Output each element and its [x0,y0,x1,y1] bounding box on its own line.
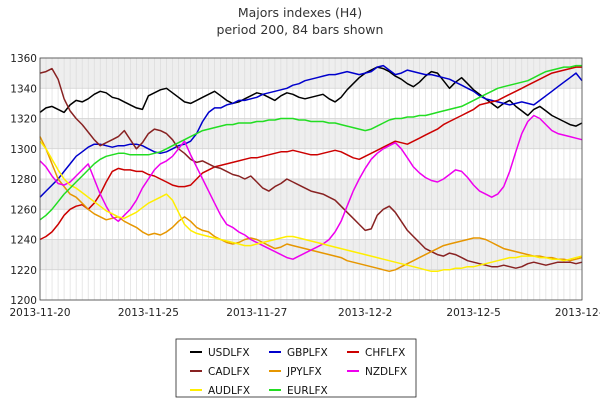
chart-subtitle: period 200, 84 bars shown [217,22,384,37]
axes: 1200 1220 1240 1260 1280 1300 1320 1340 1360 2013… [9,53,600,319]
series-line-cadlfx [39,67,583,269]
y-tick-label: 1340 [10,83,37,95]
series-line-audlfx [39,140,583,273]
legend-label-chflfx: CHFLFX [365,347,405,359]
plot-frame [39,57,583,301]
chart-title: Majors indexes (H4) [238,5,362,20]
legend-box [175,338,417,398]
y-tick-label: 1260 [10,204,37,216]
legend-label-eurlfx: EURLFX [287,385,328,397]
y-tick-label: 1320 [10,114,37,126]
y-tick-label: 1360 [10,53,37,65]
legend-label-usdlfx: USDLFX [208,347,250,359]
y-tick-label: 1280 [10,174,37,186]
series-line-nzdlfx [39,114,583,260]
series-line-usdlfx [39,66,583,127]
x-tick-label: 2013-12-9 [555,307,600,319]
x-tick-label: 2013-12-2 [338,307,392,319]
series-lines [39,64,583,273]
y-tick-label: 1200 [10,295,37,307]
y-tick-label: 1240 [10,235,37,247]
legend-label-gbplfx: GBPLFX [287,347,328,359]
x-tick-label: 2013-11-20 [9,307,70,319]
legend-label-jpylfx: JPYLFX [286,366,322,378]
y-tick-label: 1220 [10,265,37,277]
x-tick-label: 2013-12-5 [446,307,500,319]
legend-label-audlfx: AUDLFX [208,385,250,397]
y-tick-label: 1300 [10,144,37,156]
legend-label-nzdlfx: NZDLFX [365,366,407,378]
series-line-gbplfx [39,64,583,198]
x-tick-label: 2013-11-25 [118,307,179,319]
series-line-eurlfx [39,64,582,221]
series-line-chflfx [39,66,582,241]
legend: USDLFX GBPLFX CHFLFX CADLFX JPYLFX NZDLFX AUDL… [175,338,417,398]
legend-label-cadlfx: CADLFX [208,366,250,378]
x-tick-label: 2013-11-27 [226,307,287,319]
